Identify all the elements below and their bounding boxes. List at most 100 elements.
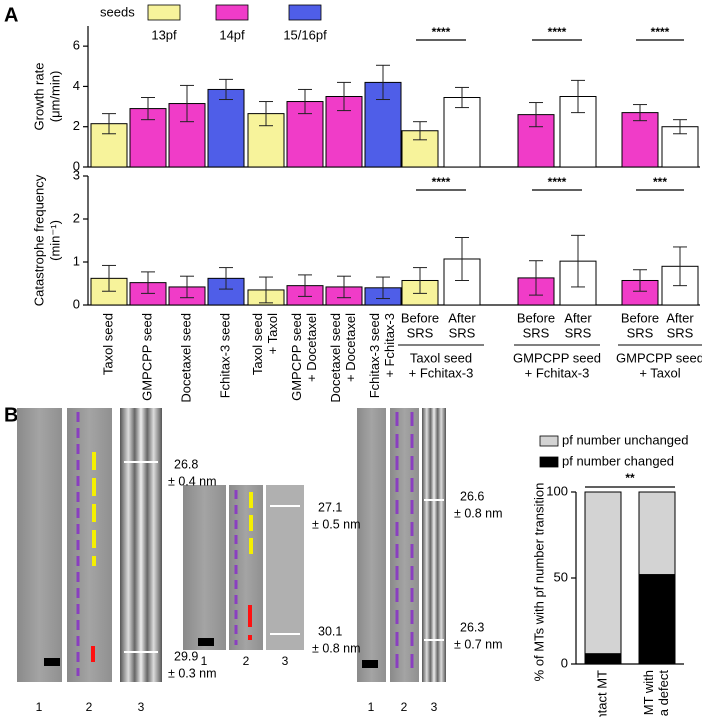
scale-bar [362,660,378,668]
y-tick-label: 3 [73,167,80,182]
error-bar [219,267,233,290]
error-bar [633,104,647,122]
y-axis-label: Growth rate [31,63,46,131]
measurement: 27.1 [318,500,342,514]
measurement: 26.3 [460,620,484,634]
legend-swatch [215,4,249,21]
legend-label: 13pf [151,27,177,42]
y-tick-label: 50 [554,569,568,584]
error-bar [529,260,543,296]
image-lane [229,485,263,650]
error-bar [376,64,390,101]
x-tick-label: a defect [656,670,671,717]
error-bar [571,234,585,288]
measurement: ± 0.8 nm [454,506,503,520]
bar-segment [638,491,676,576]
error-bar [180,84,194,123]
y-tick-label: 4 [73,78,80,93]
y-tick-label: 2 [73,210,80,225]
x-tick-label: + Docetaxel [343,313,358,382]
y-axis-label: Catastrophe frequency [31,174,46,306]
bar [443,97,481,168]
legend-swatch [288,4,322,21]
x-tick-label: + Fchitax-3 [382,313,397,378]
x-tick-label: After [666,310,694,325]
micrographs [17,408,446,682]
error-bar [102,264,116,292]
lane-label: 1 [368,700,375,714]
x-tick-label: Taxol seed [250,313,265,375]
error-bar [298,274,312,297]
lane-label: 1 [201,654,208,668]
bar-segment [584,653,622,665]
error-bar [337,81,351,112]
error-bar [102,113,116,135]
x-tick-label: Docetaxel seed [328,313,343,403]
scale-bar [198,638,214,646]
bar [90,123,128,168]
group-label: Taxol seed [410,350,472,365]
lane-label: 3 [431,700,438,714]
x-tick-label: Fchitax-3 seed [367,313,382,398]
x-tick-label: Fchitax-3 seed [217,313,232,398]
significance-label: **** [432,25,451,39]
legend-title: seeds [100,4,135,19]
measurement: ± 0.7 nm [454,637,503,651]
x-tick-label: SRS [449,325,476,340]
y-tick-label: 100 [546,483,568,498]
measurement: ± 0.4 nm [168,474,217,488]
image-lane [17,408,62,682]
x-tick-label: SRS [523,325,550,340]
x-tick-label: SRS [565,325,592,340]
error-bar [413,267,427,294]
bar-segment [638,574,676,665]
error-bar [571,79,585,114]
scale-bar [44,658,60,666]
significance-label: **** [432,175,451,189]
error-bar [337,275,351,299]
error-bar [141,271,155,294]
group-label: + Fchitax-3 [525,365,590,380]
image-lane [357,408,386,682]
measurement: 26.6 [460,489,484,503]
measurement: 30.1 [318,624,342,638]
lane-label: 3 [282,654,289,668]
measurement: ± 0.5 nm [312,517,361,531]
image-lane [390,408,419,682]
y-tick-label: 2 [73,118,80,133]
legend-label: 15/16pf [283,27,327,42]
error-bar [673,119,687,135]
image-lane [183,485,226,650]
y-tick-label: 0 [73,296,80,311]
lane-label: 1 [36,700,43,714]
significance-label: ** [625,471,635,485]
image-lane [422,408,446,682]
panel-label: A [4,4,18,26]
x-tick-label: Taxol seed [100,313,115,375]
measurement: ± 0.8 nm [312,641,361,655]
panel-label: B [4,404,18,426]
y-tick-label: 0 [73,158,80,173]
measurement: ± 0.3 nm [168,666,217,680]
x-tick-label: GMPCPP seed [139,313,154,401]
group-label: + Taxol [639,365,680,380]
image-lane [67,408,112,682]
significance-label: **** [548,25,567,39]
error-bar [455,86,469,109]
x-tick-label: SRS [407,325,434,340]
error-bar [141,97,155,121]
significance-label: **** [651,25,670,39]
error-bar [259,101,273,127]
error-bar [376,276,390,300]
x-tick-label: SRS [627,325,654,340]
y-axis-label: (min⁻¹) [47,220,62,261]
group-label: GMPCPP seed [616,350,702,365]
error-bar [219,78,233,101]
significance-label: *** [653,175,667,189]
measurement: 26.8 [174,457,198,471]
y-axis-label: (μm/min) [47,71,62,123]
image-lane [120,408,162,682]
error-bar [529,102,543,128]
x-tick-label: + Docetaxel [304,313,319,382]
bar [207,88,245,168]
